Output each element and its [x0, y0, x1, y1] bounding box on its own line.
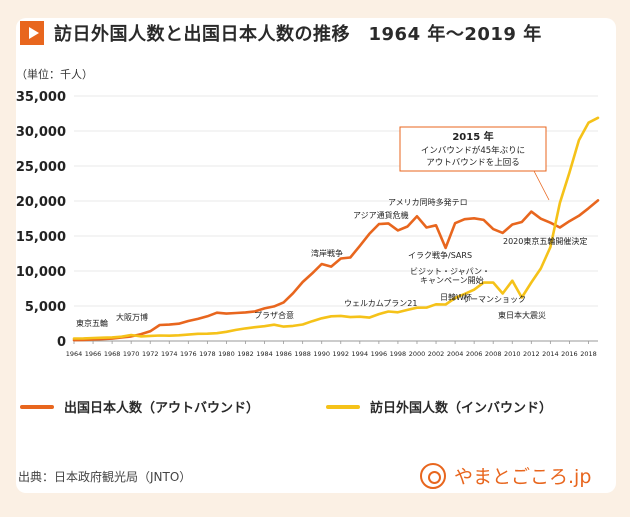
annotation-label: リーマンショック — [462, 295, 526, 304]
legend-inbound-swatch — [326, 404, 360, 409]
annotation-label: プラザ合意 — [254, 310, 294, 320]
x-tick-label: 2004 — [447, 350, 464, 358]
brand-mark-icon — [420, 462, 446, 489]
chart-card — [16, 18, 616, 493]
annotation-label: 湾岸戦争 — [311, 248, 343, 258]
x-tick-label: 1964 — [66, 350, 83, 358]
legend-outbound-label: 出国日本人数（アウトバウンド） — [64, 401, 260, 416]
x-tick-label: 2002 — [428, 350, 445, 358]
annotation-label: イラク戦争/SARS — [408, 250, 472, 260]
annotation-label: 日韓W杯 — [440, 292, 472, 302]
y-tick-label: 10,000 — [16, 265, 66, 280]
y-tick-label: 5,000 — [25, 300, 66, 315]
x-tick-label: 1996 — [371, 350, 388, 358]
y-tick-label: 35,000 — [16, 90, 66, 105]
x-tick-label: 1986 — [275, 350, 292, 358]
annotation-label: 東日本大震災 — [498, 310, 546, 320]
x-tick-label: 1972 — [142, 350, 159, 358]
annotation-label: ビジット・ジャパン・ — [410, 267, 490, 276]
callout-box — [399, 126, 547, 172]
legend-outbound: 出国日本人数（アウトバウンド） — [20, 397, 259, 416]
x-tick-label: 1994 — [352, 350, 369, 358]
x-tick-label: 1984 — [256, 350, 273, 358]
brand-name: やまとごころ.jp — [454, 466, 592, 488]
legend-outbound-swatch — [20, 404, 54, 409]
x-tick-label: 2016 — [561, 350, 578, 358]
x-tick-label: 2006 — [466, 350, 483, 358]
x-tick-label: 1980 — [218, 350, 235, 358]
y-tick-label: 0 — [57, 335, 66, 350]
x-tick-label: 2010 — [504, 350, 521, 358]
series-line-outbound — [72, 199, 600, 342]
x-tick-label: 1978 — [199, 350, 216, 358]
callout-pointer — [533, 170, 550, 201]
title-row: 訪日外国人数と出国日本人数の推移 1964 年〜2019 年 — [20, 18, 542, 48]
annotation-label: ウェルカムプラン21 — [344, 299, 417, 308]
x-tick-label: 1982 — [237, 350, 254, 358]
annotation-label: 2020東京五輪開催決定 — [503, 236, 587, 246]
annotation-label: 東京五輪 — [76, 318, 108, 328]
x-tick-label: 1974 — [161, 350, 178, 358]
x-tick-label: 1970 — [123, 350, 140, 358]
y-tick-label: 15,000 — [16, 230, 66, 245]
series-line-inbound — [72, 116, 600, 340]
y-tick-label: 20,000 — [16, 195, 66, 210]
x-tick-label: 1992 — [332, 350, 349, 358]
source-note: 出典：日本政府観光局（JNTO） — [18, 470, 192, 484]
annotation-label: キャンペーン開始 — [420, 275, 484, 285]
y-tick-label: 30,000 — [16, 125, 66, 140]
page-background — [6, 6, 624, 511]
x-tick-label: 1990 — [313, 350, 330, 358]
x-tick-label: 2012 — [523, 350, 540, 358]
callout-line2: アウトバウンドを上回る — [426, 158, 520, 168]
annotation-label: アジア通貨危機 — [353, 210, 409, 220]
y-tick-label: 25,000 — [16, 160, 66, 175]
annotation-label: 大阪万博 — [116, 312, 148, 322]
play-icon — [20, 21, 44, 45]
x-tick-label: 1998 — [390, 350, 407, 358]
callout-year: 2015 年 — [452, 130, 493, 143]
x-tick-label: 1988 — [294, 350, 311, 358]
callout-line1: インバウンドが45年ぶりに — [421, 145, 525, 156]
legend-inbound-label: 訪日外国人数（インバウンド） — [370, 401, 553, 416]
x-tick-label: 1976 — [180, 350, 197, 358]
legend-inbound: 訪日外国人数（インバウンド） — [326, 397, 552, 416]
x-tick-label: 1968 — [104, 350, 121, 358]
x-tick-label: 1966 — [85, 350, 102, 358]
annotation-label: アメリカ同時多発テロ — [388, 197, 468, 207]
brand-logo[interactable]: やまとごころ.jp — [420, 462, 591, 489]
unit-label: （単位：千人） — [16, 68, 93, 81]
x-tick-label: 2008 — [485, 350, 502, 358]
chart-title: 訪日外国人数と出国日本人数の推移 1964 年〜2019 年 — [54, 24, 542, 45]
x-tick-label: 2014 — [542, 350, 559, 358]
x-tick-label: 2018 — [580, 350, 597, 358]
x-tick-label: 2000 — [409, 350, 426, 358]
